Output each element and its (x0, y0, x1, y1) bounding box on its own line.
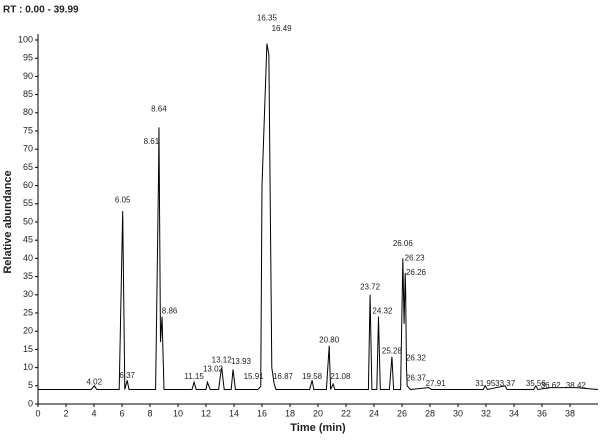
peak-label: 27.91 (426, 379, 447, 388)
x-tick-label: 24 (369, 408, 379, 418)
y-tick-label: 60 (23, 180, 33, 190)
y-tick-label: 45 (23, 235, 33, 245)
peak-label: 33.37 (495, 379, 516, 388)
x-axis-label: Time (min) (290, 422, 346, 434)
y-tick-label: 65 (23, 162, 33, 172)
peak-label: 26.37 (406, 374, 427, 383)
peak-label: 15.91 (244, 372, 265, 381)
peak-label: 19.58 (302, 372, 323, 381)
peak-label: 13.02 (203, 365, 224, 374)
x-tick-label: 26 (397, 408, 407, 418)
peak-label: 25.28 (382, 346, 403, 355)
y-tick-label: 20 (23, 326, 33, 336)
x-tick-label: 18 (285, 408, 295, 418)
peak-label: 8.64 (151, 104, 167, 113)
y-tick-label: 10 (23, 362, 33, 372)
peak-label: 4.02 (86, 377, 102, 386)
peak-label: 8.61 (144, 137, 160, 146)
peak-label: 26.23 (405, 254, 426, 263)
x-tick-label: 4 (91, 408, 96, 418)
peak-label: 20.80 (319, 335, 340, 344)
y-axis-label: Relative abundance (2, 170, 14, 273)
peak-label: 26.06 (393, 239, 414, 248)
peak-label: 13.12 (212, 355, 233, 364)
peak-label: 38.42 (566, 381, 587, 390)
y-tick-label: 50 (23, 216, 33, 226)
y-tick-label: 85 (23, 89, 33, 99)
y-tick-label: 90 (23, 71, 33, 81)
peak-label: 16.49 (272, 24, 293, 33)
x-tick-label: 20 (313, 408, 323, 418)
peak-label: 35.56 (526, 379, 547, 388)
x-tick-label: 6 (119, 408, 124, 418)
x-tick-label: 36 (537, 408, 547, 418)
peak-label: 23.72 (360, 283, 381, 292)
x-tick-label: 8 (147, 408, 152, 418)
peak-label: 21.08 (330, 372, 351, 381)
y-tick-label: 5 (28, 380, 33, 390)
peak-label: 31.95 (475, 379, 496, 388)
y-tick-label: 95 (23, 53, 33, 63)
x-tick-label: 30 (453, 408, 463, 418)
y-tick-label: 70 (23, 144, 33, 154)
x-tick-label: 12 (201, 408, 211, 418)
peak-label: 13.93 (231, 357, 252, 366)
x-tick-label: 16 (257, 408, 267, 418)
peak-label: 8.86 (162, 306, 178, 315)
y-tick-label: 25 (23, 307, 33, 317)
peak-label: 6.05 (115, 195, 131, 204)
peak-label: 6.37 (119, 371, 135, 380)
y-tick-label: 0 (28, 398, 33, 408)
peak-label: 26.32 (406, 354, 427, 363)
y-tick-label: 35 (23, 271, 33, 281)
x-tick-label: 34 (509, 408, 519, 418)
y-tick-label: 15 (23, 344, 33, 354)
x-tick-label: 32 (481, 408, 491, 418)
y-tick-label: 80 (23, 107, 33, 117)
peak-label: 36.62 (541, 381, 562, 390)
x-tick-label: 0 (35, 408, 40, 418)
y-tick-label: 100 (18, 34, 33, 44)
x-tick-label: 22 (341, 408, 351, 418)
peak-label: 16.35 (257, 13, 278, 22)
peak-label: 11.15 (184, 372, 204, 381)
peak-label: 16.87 (273, 372, 294, 381)
x-tick-label: 10 (173, 408, 183, 418)
x-tick-label: 14 (229, 408, 239, 418)
y-tick-label: 40 (23, 253, 33, 263)
x-tick-label: 2 (63, 408, 68, 418)
x-tick-label: 38 (565, 408, 575, 418)
chart-title: RT : 0.00 - 39.99 (3, 5, 79, 16)
x-tick-label: 28 (425, 408, 435, 418)
peak-label: 26.26 (406, 268, 427, 277)
y-tick-label: 55 (23, 198, 33, 208)
y-tick-label: 75 (23, 125, 33, 135)
peak-label: 24.32 (372, 306, 393, 315)
y-tick-label: 30 (23, 289, 33, 299)
trace (38, 43, 599, 391)
